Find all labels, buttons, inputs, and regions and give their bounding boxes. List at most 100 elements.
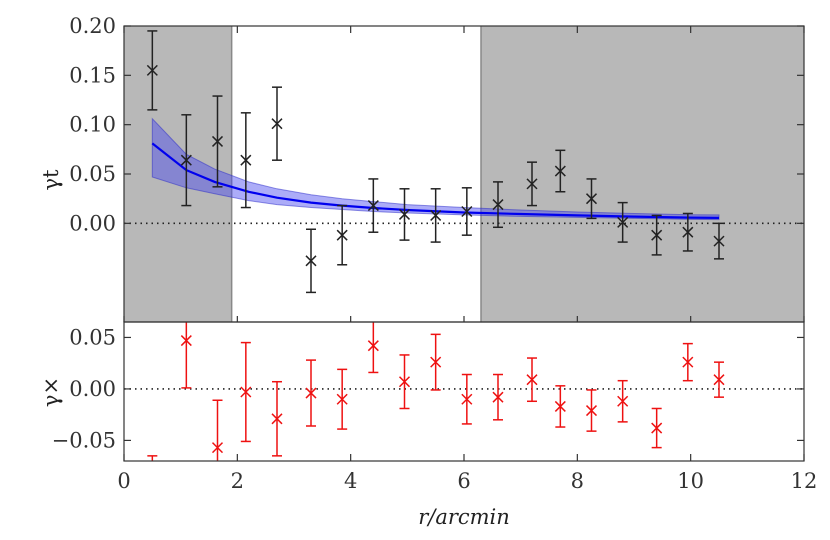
gamma-t-point bbox=[180, 114, 192, 207]
gamma-x-point bbox=[713, 361, 725, 398]
gamma-x-point bbox=[271, 380, 283, 457]
gamma-t-marker bbox=[526, 178, 538, 190]
gamma-x-marker bbox=[713, 374, 725, 386]
gamma-t-point bbox=[336, 204, 348, 266]
top-y-axis-label: γt bbox=[39, 169, 63, 191]
x-tick-label: 6 bbox=[457, 469, 470, 493]
gamma-t-point bbox=[271, 86, 283, 161]
gamma-x-point bbox=[367, 322, 379, 374]
top-y-tick-label: 0.05 bbox=[69, 162, 116, 186]
gamma-x-marker bbox=[585, 405, 598, 417]
gamma-t-point bbox=[617, 201, 629, 243]
gamma-x-marker bbox=[240, 386, 252, 398]
x-tick-label: 8 bbox=[571, 469, 584, 493]
gamma-x-point bbox=[336, 368, 348, 430]
excluded-region bbox=[481, 26, 804, 322]
gamma-x-marker bbox=[271, 413, 283, 425]
gamma-x-point bbox=[617, 379, 629, 423]
gamma-x-marker bbox=[651, 422, 663, 434]
gamma-t-marker bbox=[617, 216, 629, 228]
gamma-t-marker bbox=[554, 165, 566, 177]
bottom-y-tick-label: 0.05 bbox=[69, 325, 116, 349]
top-y-tick-label: 0.10 bbox=[69, 113, 116, 137]
gamma-t-point bbox=[146, 30, 158, 111]
x-tick-label: 12 bbox=[791, 469, 818, 493]
gamma-x-point bbox=[211, 399, 224, 461]
gamma-x-point bbox=[240, 341, 252, 443]
gamma-t-marker bbox=[336, 229, 348, 241]
gamma-t-marker bbox=[271, 118, 283, 130]
x-ticks: 0 2 4 6 8 10 12 bbox=[117, 26, 817, 493]
gamma-t-point bbox=[585, 178, 598, 220]
bottom-y-tick-label: 0.00 bbox=[69, 377, 116, 401]
gamma-t-marker bbox=[211, 135, 224, 147]
x-tick-label: 0 bbox=[117, 469, 130, 493]
gamma-t-point bbox=[305, 228, 317, 294]
gamma-t-point bbox=[554, 149, 566, 193]
excluded-regions bbox=[124, 26, 804, 322]
model-confidence-band bbox=[151, 117, 720, 221]
x-axis-label: r/arcmin bbox=[418, 505, 510, 529]
gamma-x-marker bbox=[211, 442, 224, 454]
gamma-x-point bbox=[651, 407, 663, 449]
gamma-x-marker bbox=[526, 374, 538, 386]
gamma-t-marker bbox=[180, 154, 192, 166]
gamma-x-point bbox=[682, 342, 694, 382]
gamma-t-point bbox=[367, 178, 379, 233]
gamma-x-point bbox=[147, 455, 158, 487]
bottom-y-tick-label: −0.05 bbox=[52, 428, 116, 452]
top-y-tick-label: 0.20 bbox=[69, 14, 116, 38]
bottom-y-axis-label: γ× bbox=[39, 377, 63, 407]
gamma-x-points bbox=[147, 322, 725, 487]
gamma-t-marker bbox=[305, 255, 317, 267]
gamma-t-marker bbox=[398, 208, 411, 220]
gamma-t-marker bbox=[461, 205, 473, 218]
gamma-x-marker bbox=[430, 356, 442, 368]
gamma-t-marker bbox=[146, 64, 158, 76]
gamma-x-marker bbox=[617, 395, 629, 407]
gamma-x-point bbox=[492, 373, 504, 421]
gamma-t-point bbox=[398, 188, 411, 241]
gamma-x-marker bbox=[492, 391, 504, 403]
gamma-x-point bbox=[526, 357, 538, 403]
gamma-t-point bbox=[430, 188, 442, 243]
gamma-x-marker bbox=[367, 340, 379, 352]
gamma-t-marker bbox=[585, 193, 598, 205]
gamma-t-point bbox=[240, 112, 252, 209]
gamma-x-marker bbox=[554, 400, 566, 412]
x-tick-label: 10 bbox=[677, 469, 704, 493]
gamma-t-point bbox=[682, 212, 694, 252]
gamma-t-marker bbox=[430, 209, 442, 221]
gamma-x-point bbox=[461, 373, 473, 425]
gamma-t-point bbox=[461, 187, 473, 236]
bottom-frame bbox=[123, 321, 805, 462]
gamma-t-marker bbox=[492, 199, 504, 211]
gamma-x-point bbox=[554, 385, 566, 428]
gamma-t-point bbox=[713, 222, 725, 260]
top-y-tick-label: 0.00 bbox=[69, 211, 116, 235]
gamma-x-marker bbox=[398, 376, 411, 388]
gamma-x-point bbox=[398, 354, 411, 410]
gamma-x-point bbox=[180, 322, 192, 389]
gamma-x-marker bbox=[147, 477, 157, 487]
gamma-t-point bbox=[651, 214, 663, 256]
gamma-t-marker bbox=[682, 226, 694, 238]
top-panel: 0.00 0.05 0.10 0.15 0.20 γt bbox=[39, 14, 804, 322]
x-tick-label: 4 bbox=[344, 469, 357, 493]
excluded-region bbox=[124, 26, 232, 322]
gamma-x-marker bbox=[305, 387, 317, 399]
gamma-t-point bbox=[492, 181, 504, 229]
gamma-x-marker bbox=[461, 393, 473, 405]
gamma-t-points bbox=[146, 30, 725, 294]
gamma-x-marker bbox=[336, 393, 348, 405]
gamma-t-marker bbox=[651, 229, 663, 241]
gamma-t-marker bbox=[367, 200, 379, 212]
gamma-x-marker bbox=[180, 335, 192, 347]
gamma-x-point bbox=[585, 389, 598, 432]
bottom-panel: −0.05 0.00 0.05 0 2 4 6 8 10 12 γ× r/arcmin bbox=[39, 26, 817, 529]
top-y-tick-label: 0.15 bbox=[69, 63, 116, 87]
gamma-t-marker bbox=[240, 154, 252, 166]
top-y-ticks: 0.00 0.05 0.10 0.15 0.20 bbox=[69, 14, 804, 235]
bottom-y-ticks: −0.05 0.00 0.05 bbox=[52, 325, 804, 452]
